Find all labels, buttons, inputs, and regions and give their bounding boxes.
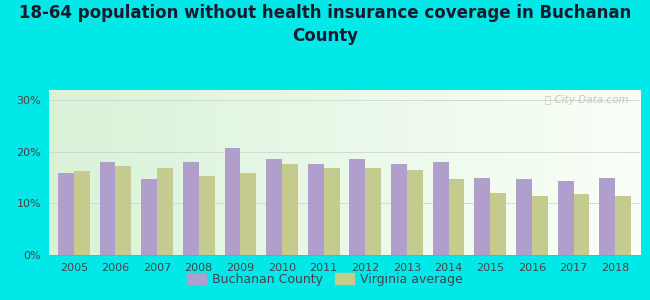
Bar	[365, 168, 381, 255]
Bar	[324, 168, 339, 255]
Bar	[490, 193, 506, 255]
Bar	[240, 172, 256, 255]
Bar	[282, 164, 298, 255]
Bar	[433, 162, 448, 255]
Text: ⓘ City-Data.com: ⓘ City-Data.com	[545, 95, 629, 105]
Bar	[266, 159, 282, 255]
Bar	[516, 179, 532, 255]
Bar	[532, 196, 548, 255]
Bar	[141, 179, 157, 255]
Bar	[350, 159, 365, 255]
Bar	[407, 170, 422, 255]
Bar	[433, 162, 448, 255]
Bar	[308, 164, 324, 255]
Bar	[58, 172, 73, 255]
Bar	[116, 166, 131, 255]
Bar	[183, 162, 199, 255]
Bar	[573, 194, 590, 255]
Bar	[350, 159, 365, 255]
Bar	[616, 196, 631, 255]
Bar	[365, 168, 381, 255]
Bar	[99, 162, 116, 255]
Bar	[391, 164, 407, 255]
Bar	[157, 168, 173, 255]
Bar	[599, 178, 616, 255]
Bar	[391, 164, 407, 255]
Bar	[407, 170, 422, 255]
Bar	[157, 168, 173, 255]
Bar	[616, 196, 631, 255]
Bar	[474, 178, 490, 255]
Bar	[558, 181, 573, 255]
Text: 18-64 population without health insurance coverage in Buchanan
County: 18-64 population without health insuranc…	[19, 4, 631, 45]
Bar	[199, 176, 215, 255]
Bar	[99, 162, 116, 255]
Bar	[448, 179, 465, 255]
Bar	[599, 178, 616, 255]
Bar	[474, 178, 490, 255]
Bar	[199, 176, 215, 255]
Bar	[516, 179, 532, 255]
Bar	[141, 179, 157, 255]
Bar	[116, 166, 131, 255]
Bar	[324, 168, 339, 255]
Bar	[224, 148, 240, 255]
Bar	[282, 164, 298, 255]
Bar	[224, 148, 240, 255]
Bar	[183, 162, 199, 255]
Bar	[73, 171, 90, 255]
Bar	[73, 171, 90, 255]
Bar	[266, 159, 282, 255]
Bar	[58, 172, 73, 255]
Bar	[573, 194, 590, 255]
Bar	[490, 193, 506, 255]
Bar	[308, 164, 324, 255]
Bar	[558, 181, 573, 255]
Legend: Buchanan County, Virginia average: Buchanan County, Virginia average	[182, 268, 468, 291]
Bar	[448, 179, 465, 255]
Bar	[240, 172, 256, 255]
Bar	[532, 196, 548, 255]
